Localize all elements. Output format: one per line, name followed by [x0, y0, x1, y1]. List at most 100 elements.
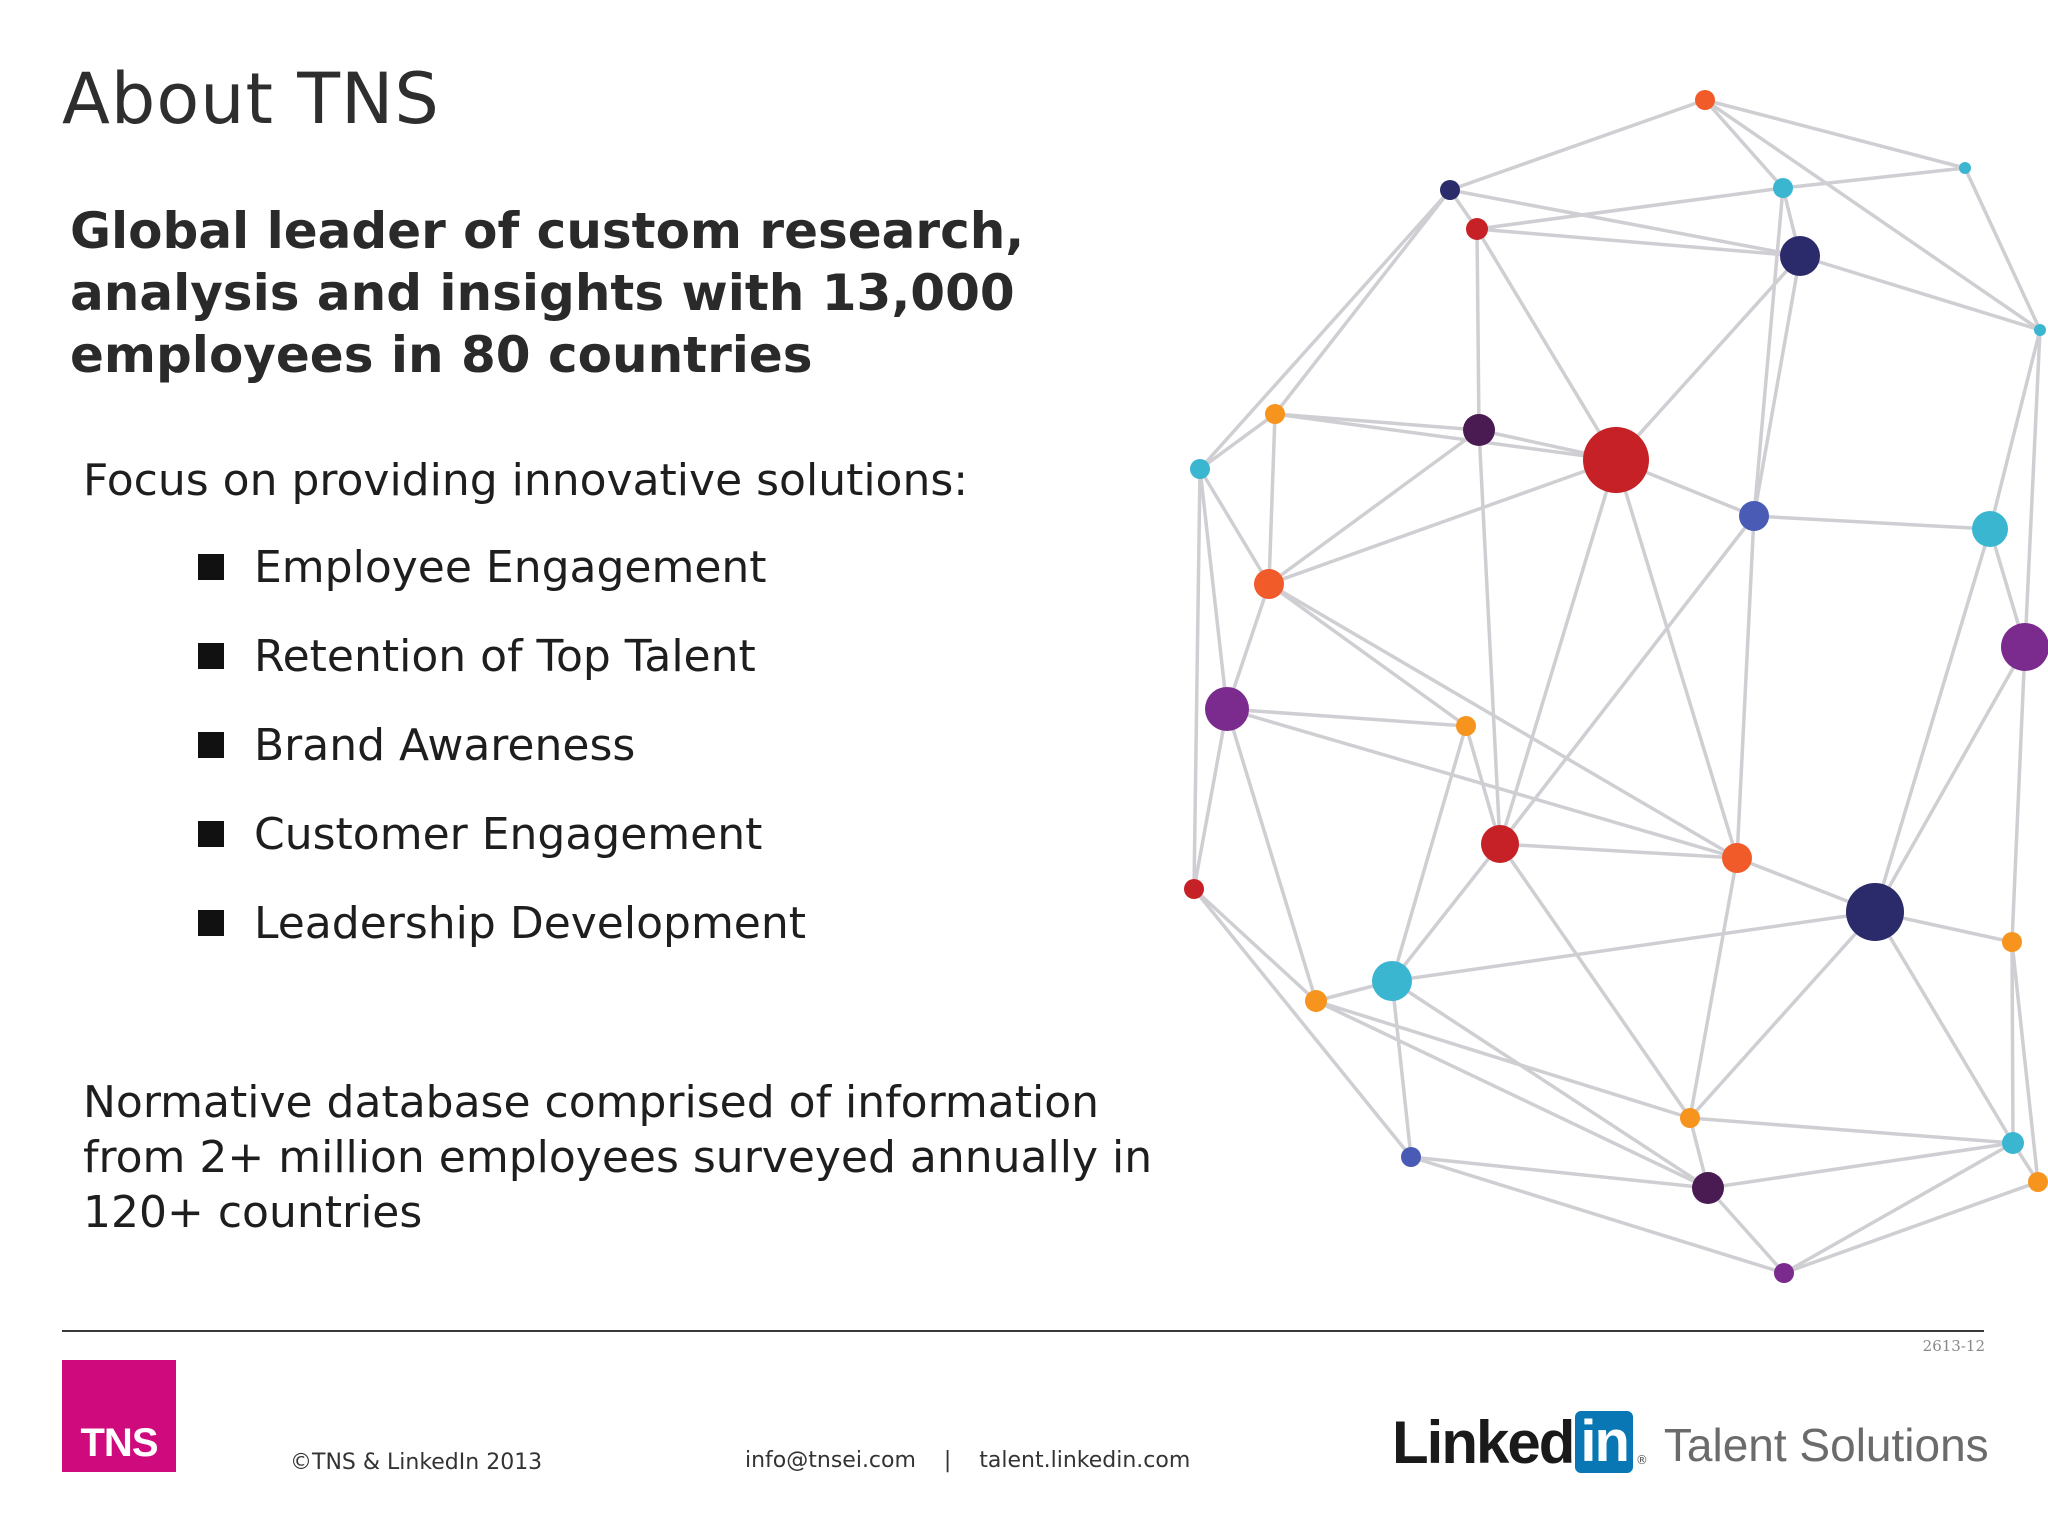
solution-label: Employee Engagement — [254, 542, 767, 593]
network-edge — [1267, 413, 1277, 585]
network-node — [2001, 623, 2048, 671]
network-edge — [1783, 1141, 2014, 1275]
network-edge — [1704, 98, 2041, 332]
list-item: Retention of Top Talent — [198, 631, 806, 720]
solution-label: Customer Engagement — [254, 809, 763, 860]
square-bullet-icon — [198, 821, 224, 847]
solution-label: Retention of Top Talent — [254, 631, 756, 682]
network-edge — [1706, 1186, 1786, 1275]
network-node — [1773, 178, 1793, 198]
network-edge — [1873, 646, 2027, 913]
headline: Global leader of custom research, analys… — [70, 202, 1025, 384]
network-edge — [1449, 98, 1706, 192]
square-bullet-icon — [198, 643, 224, 669]
square-bullet-icon — [198, 554, 224, 580]
network-edge — [1268, 458, 1617, 586]
network-edge — [1873, 528, 1992, 913]
network-edge — [1735, 515, 1756, 859]
network-edge — [1498, 459, 1618, 845]
network-edge — [1752, 187, 1785, 517]
network-edge — [1475, 228, 1481, 431]
network-node — [1456, 716, 1476, 736]
network-node — [2002, 932, 2022, 952]
network-edge — [1226, 707, 1467, 728]
network-edge — [1988, 329, 2042, 530]
network-edge — [1753, 514, 1991, 531]
linkedin-in-icon: in — [1575, 1411, 1633, 1473]
network-edge — [1873, 911, 2015, 1144]
network-edge — [1391, 910, 1876, 983]
network-edge — [1198, 188, 1452, 471]
network-edge — [1707, 1141, 2014, 1190]
network-edge — [1704, 98, 1966, 170]
network-edge — [1499, 842, 1738, 860]
linkedin-tagline: Talent Solutions — [1663, 1419, 1989, 1471]
network-edge — [2010, 646, 2027, 943]
network-edge — [1476, 227, 1801, 258]
network-node — [1265, 404, 1285, 424]
network-edge — [1390, 725, 1468, 982]
linkedin-wordmark: Linked — [1392, 1409, 1575, 1476]
network-edge — [1703, 98, 1785, 190]
network-edge — [1274, 412, 1480, 432]
network-edge — [1614, 459, 1739, 859]
network-edge — [1476, 186, 1784, 231]
network-node — [1254, 569, 1284, 599]
network-edge — [1464, 725, 1502, 845]
network-edge — [1192, 887, 1318, 1003]
network-edge — [1475, 228, 1618, 461]
list-item: Employee Engagement — [198, 542, 806, 631]
network-node — [1481, 825, 1519, 863]
network-edge — [1688, 857, 1739, 1119]
network-edge — [1498, 514, 1756, 846]
network-edge — [1963, 167, 2042, 331]
network-edge — [1449, 188, 1801, 258]
network-globe-graphic — [1184, 90, 2048, 1283]
network-edge — [1315, 999, 1709, 1190]
network-edge — [1752, 255, 1802, 517]
network-edge — [1267, 428, 1481, 586]
network-edge — [1689, 1116, 2014, 1145]
network-node — [2002, 1132, 2024, 1154]
network-edge — [1410, 1155, 1709, 1190]
network-node — [1466, 218, 1488, 240]
network-node — [1583, 427, 1649, 493]
network-edges — [1192, 98, 2042, 1275]
network-edge — [2010, 941, 2015, 1144]
network-edge — [1198, 468, 1271, 585]
network-edge — [1390, 980, 1413, 1158]
network-node — [1774, 1263, 1794, 1283]
network-edge — [1198, 412, 1277, 471]
network-node — [1695, 90, 1715, 110]
square-bullet-icon — [198, 732, 224, 758]
linkedin-talent-solutions-logo: Linked in ® Talent Solutions — [1392, 1408, 1989, 1473]
network-node — [1959, 162, 1971, 174]
network-node — [1680, 1108, 1700, 1128]
network-edge — [1192, 708, 1229, 890]
list-item: Brand Awareness — [198, 720, 806, 809]
copyright-text: ©TNS & LinkedIn 2013 — [290, 1450, 543, 1475]
network-edge — [1274, 412, 1617, 462]
network-edge — [1315, 999, 1691, 1120]
network-node — [1184, 879, 1204, 899]
network-node — [1739, 501, 1769, 531]
network-edge — [2023, 329, 2042, 648]
network-edge — [1614, 254, 1802, 462]
network-node — [1401, 1147, 1421, 1167]
network-node — [1463, 414, 1495, 446]
network-edge — [1192, 887, 1413, 1159]
network-node — [1722, 843, 1752, 873]
contact-links: info@tnsei.com | talent.linkedin.com — [745, 1448, 1191, 1473]
tns-logo: TNS — [62, 1360, 176, 1472]
list-item: Leadership Development — [198, 898, 806, 987]
network-node — [1205, 687, 1249, 731]
registered-mark-icon: ® — [1635, 1453, 1648, 1467]
network-node — [1305, 990, 1327, 1012]
network-node — [1692, 1172, 1724, 1204]
slide-title: About TNS — [62, 58, 440, 140]
network-edge — [1410, 1155, 1785, 1275]
network-node — [1440, 180, 1460, 200]
document-number: 2613-12 — [1922, 1337, 1985, 1355]
solution-label: Leadership Development — [254, 898, 807, 949]
focus-intro: Focus on providing innovative solutions: — [83, 455, 969, 506]
